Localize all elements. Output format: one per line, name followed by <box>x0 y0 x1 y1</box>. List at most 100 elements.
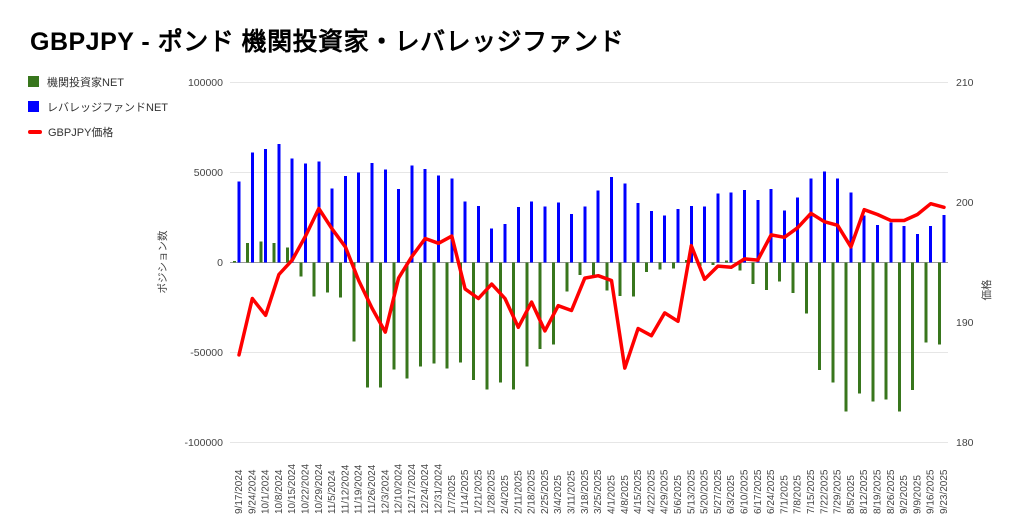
x-axis-date-label: 8/5/2025 <box>846 475 857 514</box>
bar-leverage-fund-net <box>343 176 347 263</box>
bar-leverage-fund-net <box>875 225 879 263</box>
bar-leverage-fund-net <box>716 193 720 263</box>
x-axis-date-label: 2/4/2025 <box>500 475 511 514</box>
legend-label: 機関投資家NET <box>47 76 124 89</box>
bar-institutional-net <box>325 262 329 293</box>
bar-institutional-net <box>751 262 755 285</box>
bar-leverage-fund-net <box>570 213 574 263</box>
x-axis-date-label: 12/24/2024 <box>420 464 431 514</box>
bar-leverage-fund-net <box>437 175 441 263</box>
legend-item-institutional: 機関投資家NET <box>28 69 168 94</box>
bar-institutional-net <box>857 262 861 394</box>
x-axis-date-label: 9/9/2025 <box>912 475 923 514</box>
bar-institutional-net <box>246 243 250 263</box>
bar-institutional-net <box>764 262 768 291</box>
bar-leverage-fund-net <box>796 197 800 263</box>
bar-institutional-net <box>538 262 542 349</box>
bar-institutional-net <box>578 262 582 276</box>
axis-titles: ポジション数 価格 <box>156 230 993 300</box>
bar-leverage-fund-net <box>516 207 520 263</box>
bar-leverage-fund-net <box>543 206 547 263</box>
x-axis-date-label: 7/29/2025 <box>833 469 844 514</box>
bar-institutional-net <box>259 241 263 263</box>
bar-leverage-fund-net <box>410 165 414 263</box>
x-axis-date-label: 4/29/2025 <box>660 469 671 514</box>
bar-leverage-fund-net <box>237 181 241 263</box>
x-axis-date-label: 5/13/2025 <box>686 469 697 514</box>
bar-leverage-fund-net <box>290 158 294 263</box>
bar-leverage-fund-net <box>556 202 560 263</box>
legend-label: レバレッジファンドNET <box>47 101 168 114</box>
x-axis-date-label: 8/26/2025 <box>886 469 897 514</box>
bar-leverage-fund-net <box>689 205 693 263</box>
bar-institutional-net <box>778 262 782 282</box>
bar-institutional-net <box>232 260 236 263</box>
x-axis-date-label: 6/24/2025 <box>766 469 777 514</box>
bar-institutional-net <box>405 262 409 379</box>
x-axis-date-label: 11/26/2024 <box>367 464 378 514</box>
left-axis-tick-label: 50000 <box>194 167 223 179</box>
bar-institutional-net <box>272 243 276 263</box>
bar-leverage-fund-net <box>250 152 254 263</box>
x-axis-date-label: 4/8/2025 <box>620 475 631 514</box>
left-axis-labels: 100000 50000 0 -50000 -100000 <box>184 77 223 449</box>
bar-leverage-fund-net <box>836 178 840 263</box>
legend-item-price: GBPJPY価格 <box>28 119 168 144</box>
x-axis-date-label: 3/4/2025 <box>553 475 564 514</box>
bar-institutional-net <box>631 262 635 297</box>
bar-leverage-fund-net <box>809 178 813 263</box>
x-axis-date-label: 10/29/2024 <box>314 464 325 514</box>
gridlines <box>230 82 948 443</box>
x-axis-date-label: 6/3/2025 <box>726 475 737 514</box>
x-axis-date-label: 8/12/2025 <box>859 469 870 514</box>
x-axis-date-label: 2/18/2025 <box>527 469 538 514</box>
bar-leverage-fund-net <box>729 192 733 263</box>
bar-institutional-net <box>618 262 622 296</box>
bar-institutional-net <box>365 262 369 388</box>
x-axis-date-label: 9/24/2024 <box>247 469 258 514</box>
bar-leverage-fund-net <box>849 192 853 263</box>
bar-leverage-fund-net <box>769 189 773 263</box>
bar-institutional-net <box>445 262 449 369</box>
bar-institutional-net <box>924 262 928 343</box>
bar-leverage-fund-net <box>463 201 467 263</box>
bar-leverage-fund-net <box>636 202 640 263</box>
bar-leverage-fund-net <box>902 225 906 263</box>
right-axis-title: 価格 <box>980 279 993 300</box>
bar-leverage-fund-net <box>929 225 933 263</box>
bar-institutional-net <box>458 262 462 363</box>
bar-leverage-fund-net <box>915 234 919 263</box>
bar-institutional-net <box>605 262 609 291</box>
x-axis-date-label: 9/16/2025 <box>926 469 937 514</box>
x-axis-date-label: 10/8/2024 <box>274 469 285 514</box>
bar-institutional-net <box>419 262 423 367</box>
x-axis-date-label: 2/11/2025 <box>513 470 524 514</box>
right-axis-tick-label: 180 <box>956 437 974 449</box>
bar-institutional-net <box>685 259 689 263</box>
bar-leverage-fund-net <box>609 177 613 263</box>
bar-institutional-net <box>738 262 742 271</box>
left-axis-tick-label: 100000 <box>188 77 223 89</box>
right-axis-tick-label: 210 <box>956 77 974 89</box>
x-axis-date-label: 6/17/2025 <box>753 469 764 514</box>
bar-institutional-net <box>498 262 502 383</box>
x-axis-date-label: 5/20/2025 <box>700 469 711 514</box>
bar-leverage-fund-net <box>623 183 627 263</box>
bar-institutional-net <box>671 262 675 269</box>
bar-institutional-net <box>299 262 303 277</box>
bar-institutional-net <box>286 247 290 263</box>
bar-leverage-fund-net <box>330 188 334 263</box>
x-axis-date-label: 10/1/2024 <box>261 469 272 514</box>
x-axis-date-label: 3/11/2025 <box>567 470 578 514</box>
bar-leverage-fund-net <box>476 205 480 263</box>
bar-institutional-net <box>724 260 728 263</box>
x-axis-date-label: 9/23/2025 <box>939 469 950 514</box>
bar-institutional-net <box>432 262 436 364</box>
bar-leverage-fund-net <box>889 222 893 263</box>
bar-institutional-net <box>472 262 476 381</box>
chart-title: GBPJPY - ポンド 機関投資家・レバレッジファンド <box>30 28 625 56</box>
x-axis-date-label: 12/17/2024 <box>407 464 418 514</box>
bar-institutional-net <box>911 262 915 390</box>
bar-institutional-net <box>871 262 875 402</box>
